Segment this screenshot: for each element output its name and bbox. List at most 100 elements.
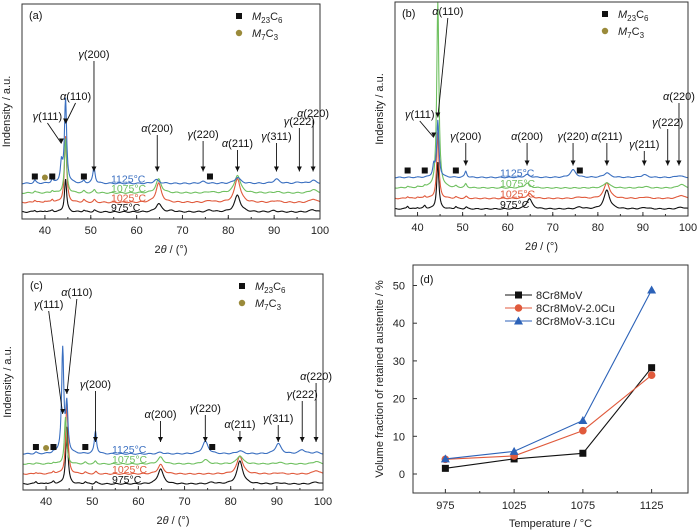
x-axis-label-part: 2 — [157, 515, 163, 527]
arrow-head — [665, 160, 671, 166]
peak-label-symbol: γ — [80, 379, 87, 391]
x-axis-label-part: / (°) — [169, 515, 190, 527]
peak-label-index: (211) — [231, 419, 256, 431]
x-axis-label: 2θ / (°) — [525, 241, 558, 253]
xrd-trace-1125 — [23, 345, 323, 455]
peak-label: γ(200) — [450, 131, 481, 143]
legend-text: C — [632, 26, 640, 38]
arrow-head — [91, 166, 97, 172]
peak-label: α(200) — [511, 131, 543, 143]
peak-label-index: (222) — [292, 389, 318, 401]
x-tick-label: 70 — [547, 222, 559, 234]
retained-austenite-panel: 0 10 20 30 40 50 975 1025 1075 1125 Temperature / … — [374, 264, 689, 530]
arrow-head — [524, 160, 530, 166]
peak-arrow — [66, 298, 78, 395]
peak-label: α(110) — [60, 91, 91, 103]
x-tick-label: 80 — [222, 225, 234, 237]
peak-label-index: (200) — [517, 131, 543, 143]
peak-label: γ(220) — [557, 131, 588, 143]
peak-label-index: (200) — [148, 123, 174, 135]
data-point — [441, 464, 449, 472]
xrd-trace-975 — [394, 161, 689, 210]
legend-marker — [514, 316, 523, 325]
peak-label: γ(311) — [263, 413, 293, 425]
peak-label-index: (220) — [306, 371, 332, 383]
peak-label-index: (220) — [303, 108, 329, 120]
y-axis-label: Indensity / a.u. — [2, 346, 14, 418]
xrd-trace-1025 — [394, 132, 689, 200]
m7c3-legend-marker — [601, 27, 609, 35]
data-point — [509, 446, 519, 455]
x-tick-label: 90 — [637, 222, 649, 234]
x-tick-label: 1125 — [640, 500, 664, 512]
peak-label-symbol: γ — [33, 111, 40, 123]
x-tick-label: 100 — [311, 225, 329, 237]
xrd-trace-1025 — [22, 400, 324, 475]
m23c6-legend-marker — [602, 11, 608, 17]
m23c6-peak-marker — [32, 444, 39, 450]
peak-label-symbol: α — [222, 138, 229, 150]
data-point — [579, 426, 587, 435]
data-point — [648, 364, 656, 372]
peak-label: γ(222) — [652, 117, 683, 129]
arrow-head — [200, 166, 206, 172]
arrow-head — [604, 160, 610, 166]
m23c6-peak-marker — [31, 173, 38, 180]
peak-label-index: (110) — [68, 287, 93, 299]
arrow-head — [570, 160, 576, 166]
peak-label: γ(311) — [261, 131, 291, 143]
legend-text: M — [252, 28, 262, 40]
peak-label: α(220) — [297, 108, 329, 120]
x-tick-label: 80 — [225, 496, 237, 508]
plot-frame — [394, 1, 689, 217]
m23c6-peak-marker — [421, 167, 428, 174]
peak-label-symbol: α — [145, 409, 152, 421]
temperature-label: 1075°C — [111, 183, 147, 195]
legend-text: 6 — [281, 286, 286, 295]
y-tick-label: 20 — [393, 394, 405, 406]
m23c6-peak-marker — [452, 167, 459, 174]
peak-label-index: (222) — [289, 116, 315, 128]
peak-label-symbol: γ — [187, 129, 194, 141]
x-tick-label: 70 — [176, 225, 188, 237]
data-point — [647, 371, 656, 380]
peak-label-symbol: γ — [405, 109, 412, 121]
y-tick-label: 40 — [393, 318, 405, 330]
x-tick-label: 50 — [456, 222, 468, 234]
arrow-head — [273, 166, 279, 172]
arrow-head — [313, 437, 319, 442]
legend-label: 8Cr8MoV-2.0Cu — [536, 303, 615, 315]
legend-marker — [514, 304, 523, 312]
legend-text: 23 — [261, 16, 270, 25]
arrow-head — [463, 160, 469, 166]
plot-frame — [21, 3, 321, 220]
x-axis-label: Temperature / °C — [509, 518, 592, 530]
plot-frame — [412, 264, 689, 494]
peak-label-symbol: γ — [78, 49, 85, 61]
peak-label-index: (311) — [267, 131, 292, 143]
peak-label: γ(111) — [33, 111, 63, 123]
peak-label: α(200) — [141, 123, 173, 135]
peak-label-index: (220) — [193, 129, 219, 141]
x-axis-label-part: / (°) — [537, 241, 558, 253]
xrd-trace-975 — [23, 426, 324, 485]
m7c3-legend-label: M7C3 — [252, 28, 279, 42]
legend-text: M — [255, 298, 265, 310]
legend-text: 23 — [627, 14, 636, 23]
peak-label-symbol: γ — [557, 131, 564, 143]
x-tick-label: 60 — [132, 496, 144, 508]
x-axis-label-part: θ — [163, 515, 169, 527]
peak-label: γ(200) — [80, 379, 111, 391]
m23c6-legend-label: M23C6 — [618, 9, 649, 23]
x-tick-label: 100 — [314, 496, 332, 508]
peak-label-symbol: γ — [34, 299, 41, 311]
legend-text: 3 — [274, 33, 279, 42]
arrow-head — [641, 160, 647, 166]
legend-text: 6 — [644, 14, 649, 23]
peak-label-index: (222) — [658, 117, 684, 129]
legend-text: C — [269, 298, 277, 310]
arrow-head — [431, 132, 437, 138]
peak-label: γ(200) — [78, 49, 109, 61]
temperature-label: 1025°C — [112, 464, 148, 476]
